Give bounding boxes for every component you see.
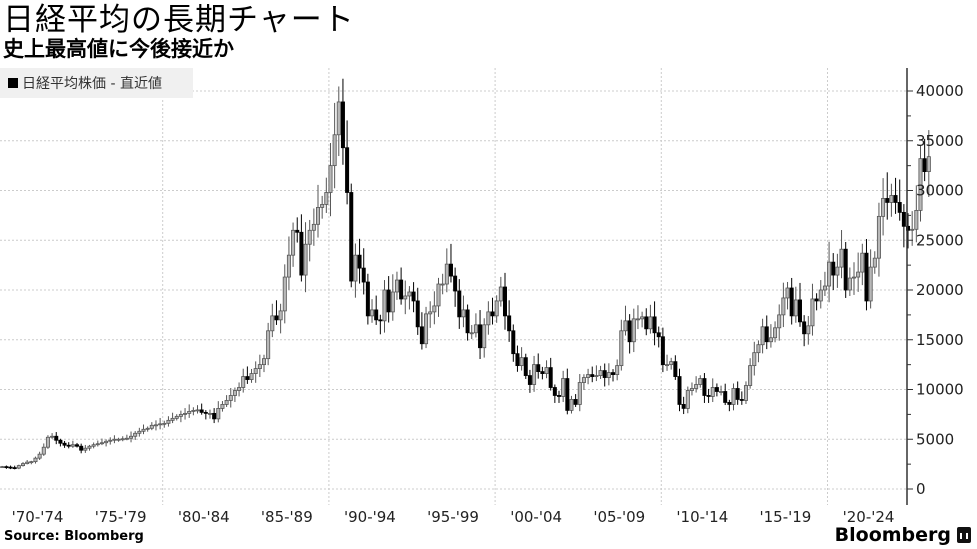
candles [0, 78, 931, 470]
source-note: Source: Bloomberg [4, 529, 144, 544]
legend-label: 日経平均株価 - 直近値 [22, 76, 162, 92]
gridlines [0, 68, 907, 505]
svg-text:35000: 35000 [916, 132, 964, 150]
svg-text:5000: 5000 [916, 430, 954, 448]
svg-text:'90-'94: '90-'94 [344, 508, 396, 526]
legend: 日経平均株価 - 直近値 [0, 68, 193, 98]
svg-text:25000: 25000 [916, 231, 964, 249]
y-axis: 0 5000 10000 15000 20000 25000 30000 35000 40000 [906, 68, 964, 505]
svg-text:'20-'24: '20-'24 [843, 508, 895, 526]
svg-text:'85-'89: '85-'89 [261, 508, 313, 526]
svg-text:'95-'99: '95-'99 [427, 508, 479, 526]
svg-text:'00-'04: '00-'04 [510, 508, 562, 526]
svg-text:0: 0 [916, 480, 926, 498]
svg-text:10000: 10000 [916, 381, 964, 399]
svg-text:'75-'79: '75-'79 [95, 508, 147, 526]
svg-text:'05-'09: '05-'09 [593, 508, 645, 526]
chart-title: 日経平均の長期チャート [3, 2, 355, 38]
svg-text:'10-'14: '10-'14 [676, 508, 728, 526]
bloomberg-chart-icon [957, 527, 971, 543]
svg-text:'80-'84: '80-'84 [178, 508, 230, 526]
legend-swatch-icon [8, 78, 18, 88]
brand-logo: Bloomberg [835, 524, 971, 546]
svg-text:30000: 30000 [916, 182, 964, 200]
svg-text:15000: 15000 [916, 331, 964, 349]
svg-text:'70-'74: '70-'74 [12, 508, 64, 526]
brand-name: Bloomberg [834, 524, 951, 546]
svg-text:40000: 40000 [916, 82, 964, 100]
svg-text:'15-'19: '15-'19 [760, 508, 812, 526]
x-axis: '70-'74 '75-'79 '80-'84 '85-'89 '90-'94 '95-'… [12, 508, 895, 526]
chart-subtitle: 史上最高値に今後接近か [3, 37, 234, 61]
svg-text:20000: 20000 [916, 281, 964, 299]
